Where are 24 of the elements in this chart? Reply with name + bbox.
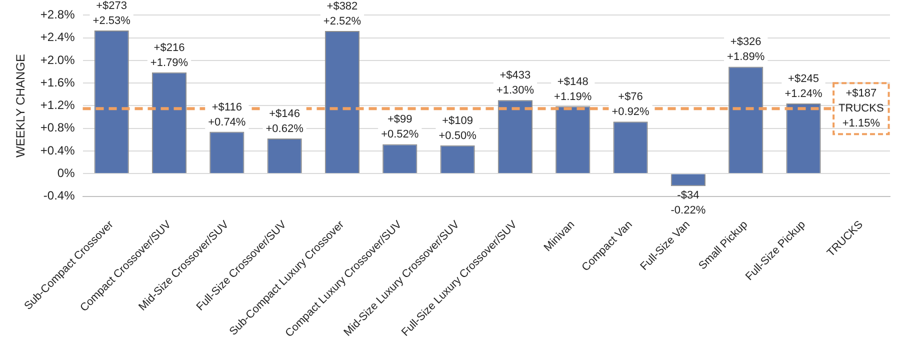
y-tick-label: +2.4%	[40, 30, 76, 44]
y-tick-label: -0.4%	[43, 188, 76, 203]
y-tick-label: +2.0%	[40, 52, 76, 67]
y-axis-title: WEEKLY CHANGE	[14, 54, 28, 158]
data-label: +$76 +0.92%	[612, 91, 650, 118]
data-label: +$326 +1.89%	[727, 36, 765, 64]
y-tick-label: +0.8%	[40, 120, 76, 135]
data-label: +$99 +0.52%	[381, 114, 419, 141]
y-tick-label: 0%	[57, 166, 76, 180]
data-label: +$146 +0.62%	[266, 108, 304, 136]
y-tick-label: +2.8%	[40, 8, 76, 22]
y-tick-label: +0.4%	[40, 143, 76, 158]
ref-line-label: +$187 TRUCKS +1.15%	[838, 88, 884, 130]
y-tick-label: +1.2%	[40, 98, 76, 112]
data-label: +$245 +1.24%	[784, 73, 823, 100]
data-label: +$148 +1.19%	[554, 76, 592, 103]
data-label: +$216 +1.79%	[150, 42, 188, 69]
data-label: +$433 +1.30%	[496, 70, 534, 97]
data-label: +$116 +0.74%	[208, 101, 246, 128]
data-label: +$382 +2.52%	[323, 0, 362, 28]
data-label: -$34 -0.22%	[670, 190, 706, 217]
y-tick-label: +1.6%	[40, 75, 76, 90]
data-label: +$273 +2.53%	[92, 0, 131, 28]
data-label: +$109 +0.50%	[438, 114, 477, 142]
